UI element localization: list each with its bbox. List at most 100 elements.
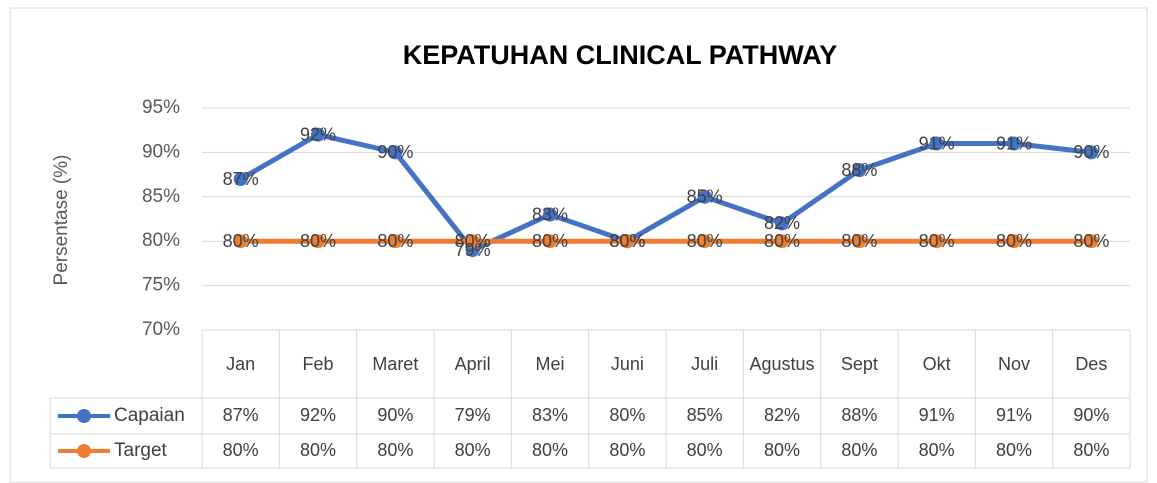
- legend-label: Target: [114, 440, 168, 461]
- table-value: 80%: [841, 440, 877, 460]
- x-tick-label: Maret: [372, 354, 419, 374]
- table-value: 80%: [996, 440, 1032, 460]
- x-tick-label: Nov: [997, 354, 1030, 374]
- y-tick-label: 80%: [142, 230, 180, 251]
- table-value: 90%: [377, 405, 413, 425]
- data-label: 80%: [764, 231, 800, 251]
- table-value: 83%: [532, 405, 568, 425]
- chart-title: KEPATUHAN CLINICAL PATHWAY: [403, 40, 838, 70]
- legend-label: Capaian: [114, 405, 185, 426]
- point-marker: [697, 189, 712, 204]
- table-value: 80%: [609, 440, 645, 460]
- table-value: 91%: [919, 405, 955, 425]
- data-label: 80%: [609, 231, 645, 251]
- data-label: 83%: [532, 204, 568, 224]
- data-label: 80%: [532, 231, 568, 251]
- category-cell: Maret: [372, 354, 419, 374]
- data-label: 80%: [300, 231, 336, 251]
- category-cell: Jan: [226, 354, 256, 374]
- point-marker: [929, 234, 944, 249]
- y-axis-label: Persentase (%): [51, 155, 72, 286]
- data-label: 90%: [1073, 142, 1109, 162]
- category-cell: Juli: [691, 354, 719, 374]
- x-tick-label: Mei: [535, 354, 565, 374]
- table-value: 82%: [764, 405, 800, 425]
- point-marker: [388, 145, 403, 160]
- point-marker: [1007, 234, 1021, 249]
- point-marker: [388, 234, 403, 249]
- table-value: 90%: [1073, 405, 1109, 425]
- data-label: 79%: [455, 240, 491, 260]
- category-cell: Nov: [997, 354, 1030, 374]
- data-label: 91%: [996, 133, 1032, 153]
- legend-marker: [77, 409, 91, 423]
- point-marker: [620, 234, 635, 249]
- table-value: 80%: [1073, 440, 1109, 460]
- x-tick-label: Jan: [226, 354, 256, 374]
- table-value: 79%: [455, 405, 491, 425]
- table-value: 88%: [841, 405, 877, 425]
- table-value: 80%: [687, 440, 723, 460]
- table-value: 80%: [919, 440, 955, 460]
- data-label: 80%: [455, 231, 491, 251]
- y-tick-label: 70%: [142, 319, 180, 340]
- y-tick-label: 75%: [142, 275, 180, 296]
- x-tick-label: Juni: [610, 354, 644, 374]
- data-label: 80%: [1073, 231, 1109, 251]
- point-marker: [1007, 136, 1021, 151]
- data-label: 80%: [687, 231, 723, 251]
- y-tick-label: 95%: [142, 97, 180, 118]
- category-cell: Juni: [610, 354, 644, 374]
- table-value: 80%: [532, 440, 568, 460]
- series-line: [239, 132, 1092, 253]
- x-tick-label: Sept: [840, 354, 878, 374]
- point-marker: [1084, 234, 1099, 249]
- data-label: 80%: [841, 231, 877, 251]
- point-marker: [311, 127, 325, 142]
- data-label: 91%: [919, 133, 955, 153]
- table-value: 80%: [223, 440, 259, 460]
- point-marker: [775, 234, 789, 249]
- y-tick-label: 90%: [142, 141, 180, 162]
- point-marker: [1084, 145, 1099, 160]
- data-label: 90%: [377, 142, 413, 162]
- x-tick-label: Feb: [302, 354, 334, 374]
- data-label: 92%: [300, 124, 336, 144]
- x-tick-label: Agustus: [749, 354, 815, 374]
- table-value: 85%: [687, 405, 723, 425]
- table-value: 80%: [764, 440, 800, 460]
- point-marker: [233, 172, 248, 187]
- data-label: 88%: [841, 160, 877, 180]
- point-marker: [697, 234, 712, 249]
- category-cell: April: [454, 354, 491, 374]
- data-label: 80%: [609, 231, 645, 251]
- point-marker: [311, 234, 325, 249]
- x-tick-label: April: [454, 354, 491, 374]
- data-label: 80%: [996, 231, 1032, 251]
- point-marker: [775, 216, 789, 231]
- table-value: 80%: [609, 405, 645, 425]
- y-tick-label: 85%: [142, 186, 180, 207]
- category-cell: Des: [1075, 354, 1108, 374]
- chart-frame: [9, 7, 1148, 483]
- category-cell: Agustus: [749, 354, 815, 374]
- category-cell: Mei: [535, 354, 565, 374]
- point-marker: [852, 163, 867, 178]
- point-marker: [852, 234, 867, 249]
- table-value: 92%: [300, 405, 336, 425]
- category-cell: Okt: [922, 354, 951, 374]
- category-cell: Sept: [840, 354, 878, 374]
- data-label: 85%: [687, 187, 723, 207]
- table-value: 80%: [377, 440, 413, 460]
- table-value: 80%: [300, 440, 336, 460]
- point-marker: [543, 207, 557, 222]
- x-tick-label: Okt: [922, 354, 951, 374]
- x-tick-label: Juli: [691, 354, 719, 374]
- table-value: 80%: [455, 440, 491, 460]
- data-label: 80%: [223, 231, 259, 251]
- table-value: 87%: [223, 405, 259, 425]
- x-tick-label: Des: [1075, 354, 1108, 374]
- point-marker: [929, 136, 944, 151]
- point-marker: [543, 234, 557, 249]
